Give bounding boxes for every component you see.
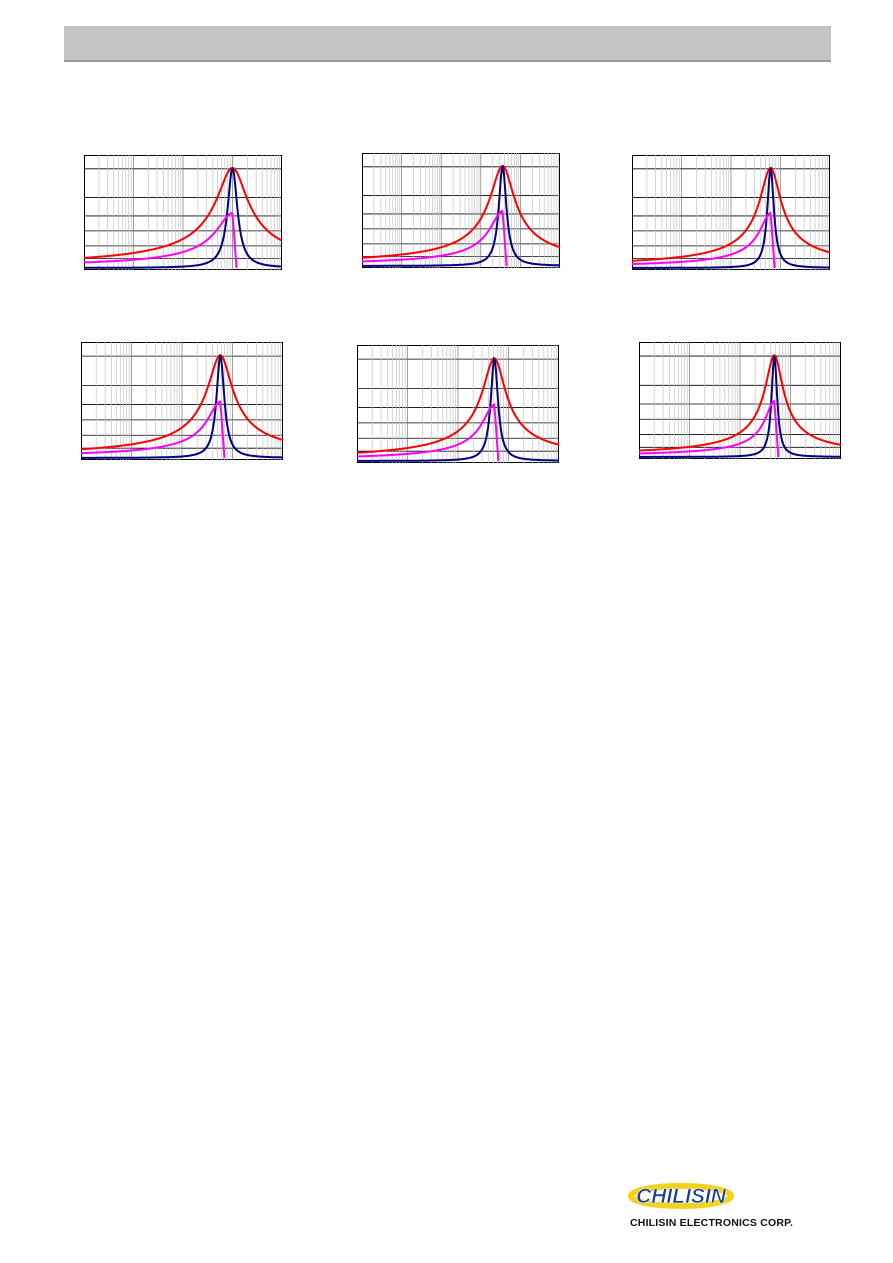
series-line xyxy=(362,165,561,267)
series-line xyxy=(357,356,559,462)
series-line xyxy=(80,400,226,459)
company-name: CHILISIN ELECTRONICS CORP. xyxy=(630,1217,794,1229)
series-line xyxy=(81,354,284,451)
series-line xyxy=(84,167,283,269)
series-line xyxy=(81,353,283,459)
series-line xyxy=(361,164,561,259)
impedance-chart-2 xyxy=(361,153,561,268)
impedance-chart-1 xyxy=(83,155,283,270)
series-line xyxy=(632,166,831,269)
impedance-chart-3 xyxy=(631,155,831,270)
series-line xyxy=(638,399,780,458)
company-logo: CHILISIN xyxy=(628,1183,734,1209)
series-line xyxy=(362,209,508,267)
series-line xyxy=(638,354,842,452)
logo-wordmark: CHILISIN xyxy=(636,1185,727,1208)
impedance-chart-5 xyxy=(356,345,560,463)
series-line xyxy=(356,403,500,462)
series-line xyxy=(632,211,776,269)
header-bar xyxy=(64,26,831,62)
logo-ring xyxy=(628,1183,734,1209)
impedance-chart-6 xyxy=(638,342,842,459)
series-line xyxy=(639,355,841,458)
series-line xyxy=(631,166,831,262)
series-line xyxy=(83,167,283,259)
series-line xyxy=(84,211,238,269)
series-line xyxy=(357,357,560,454)
impedance-chart-4 xyxy=(80,342,284,460)
